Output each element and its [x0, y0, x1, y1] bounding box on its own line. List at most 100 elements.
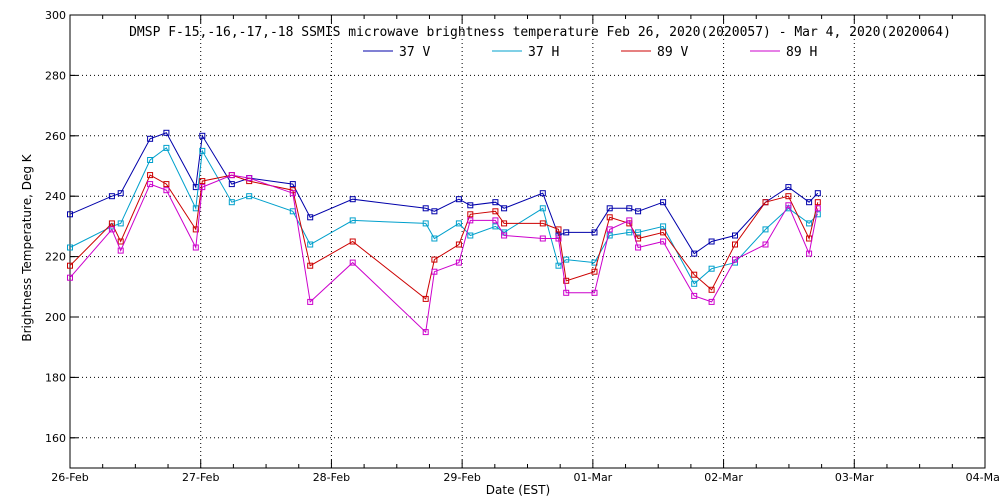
data-point	[660, 199, 667, 206]
data-point	[307, 241, 314, 248]
data-point	[163, 181, 170, 188]
x-tick-label: 27-Feb	[182, 471, 219, 484]
data-point	[492, 223, 499, 230]
data-point	[762, 226, 769, 233]
data-point	[422, 205, 429, 212]
data-point	[467, 217, 474, 224]
x-tick-label: 02-Mar	[704, 471, 743, 484]
y-tick-label: 260	[45, 130, 66, 143]
data-series	[67, 129, 821, 336]
data-point	[606, 214, 613, 221]
data-point	[108, 226, 115, 233]
data-point	[492, 199, 499, 206]
data-point	[732, 232, 738, 239]
data-point	[147, 181, 154, 188]
data-point	[67, 262, 73, 269]
data-point	[289, 181, 296, 188]
legend-label: 89 V	[657, 45, 688, 60]
data-point	[108, 193, 115, 200]
data-point	[117, 190, 124, 197]
data-point	[555, 262, 562, 269]
data-point	[806, 220, 813, 227]
data-point	[163, 187, 170, 194]
data-point	[108, 220, 115, 227]
data-point	[422, 220, 429, 227]
data-point	[307, 298, 314, 305]
data-point	[455, 220, 462, 227]
legend-label: 89 H	[786, 45, 817, 60]
y-tick-label: 220	[45, 251, 66, 264]
series-37v	[67, 129, 821, 257]
data-point	[455, 196, 462, 203]
y-axis-title: Brightness Temperature, Deg K	[20, 153, 34, 341]
data-point	[691, 292, 698, 299]
data-point	[147, 157, 154, 163]
x-axis-title: Date (EST)	[486, 483, 550, 497]
x-tick-label: 01-Mar	[573, 471, 612, 484]
data-point	[635, 208, 642, 215]
data-point	[635, 244, 642, 251]
data-point	[591, 229, 598, 236]
data-point	[539, 220, 546, 227]
data-point	[67, 274, 73, 281]
data-point	[660, 238, 667, 245]
series-line	[69, 132, 819, 255]
data-point	[501, 220, 508, 227]
data-point	[431, 235, 438, 242]
x-tick-label: 03-Mar	[835, 471, 874, 484]
data-point	[563, 289, 570, 296]
data-point	[806, 199, 813, 206]
data-point	[814, 205, 821, 212]
data-point	[163, 129, 170, 136]
data-point	[660, 223, 667, 230]
y-tick-label: 280	[45, 69, 66, 82]
data-point	[708, 265, 715, 272]
data-point	[455, 259, 462, 266]
data-point	[626, 217, 633, 224]
data-point	[785, 193, 792, 200]
legend-label: 37 H	[528, 45, 559, 60]
data-point	[606, 205, 613, 212]
data-point	[192, 226, 199, 233]
data-point	[199, 147, 206, 154]
data-point	[563, 256, 570, 263]
data-point	[228, 199, 235, 206]
data-point	[147, 172, 154, 179]
data-point	[626, 205, 633, 212]
data-point	[555, 226, 562, 233]
y-tick-label: 160	[45, 432, 66, 445]
data-point	[814, 190, 821, 197]
data-point	[626, 229, 633, 236]
data-point	[228, 172, 235, 179]
chart-title: DMSP F-15,-16,-17,-18 SSMIS microwave br…	[129, 25, 951, 40]
data-point	[606, 232, 613, 239]
data-point	[349, 259, 356, 266]
data-point	[785, 184, 792, 191]
data-point	[349, 217, 356, 224]
data-point	[606, 226, 613, 233]
y-tick-label: 300	[45, 9, 66, 22]
data-point	[539, 235, 546, 242]
data-point	[199, 132, 206, 139]
data-point	[163, 144, 170, 151]
data-point	[199, 178, 206, 185]
axes: 160 180 200 220 240 260 280 300 26-Feb 27-Feb 28-F…	[45, 9, 1000, 484]
data-point	[762, 199, 769, 206]
data-point	[467, 202, 474, 209]
data-point	[691, 271, 698, 278]
data-point	[67, 211, 73, 218]
data-point	[591, 289, 598, 296]
data-point	[708, 238, 715, 245]
series-line	[69, 174, 819, 300]
data-point	[117, 220, 124, 227]
data-point	[192, 244, 199, 251]
y-tick-label: 240	[45, 190, 66, 203]
data-point	[246, 193, 253, 200]
data-point	[307, 214, 314, 221]
data-point	[492, 217, 499, 224]
data-point	[67, 244, 73, 251]
data-point	[691, 250, 698, 257]
data-point	[431, 268, 438, 275]
